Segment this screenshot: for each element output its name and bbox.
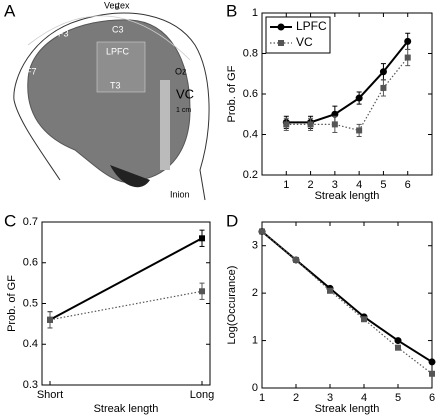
y-axis-label: Log(Occurance) [226,266,238,345]
diagram-label: Inion [170,189,190,199]
x-tick-label: 6 [405,179,411,191]
series-line [49,237,203,321]
y-tick-label: 0.4 [243,128,258,140]
diagram-label: 1 cm [176,107,191,114]
y-axis-label: Prob. of GF [6,275,18,332]
y-axis-label: Prob. of GF [226,65,238,122]
y-tick-label: 1 [252,7,258,19]
diagram-label: F3 [58,28,69,38]
point [307,121,314,128]
head-diagram: Vertex F3 C3 LPFC F7 T3 Oz VC 1 cm Inion [13,0,210,201]
point [379,68,387,76]
x-tick-label: Long [190,389,214,401]
diagram-label: LPFC [106,46,130,56]
y-tick-label: 0.6 [243,88,258,100]
panel-letter: A [4,1,16,20]
series-line [286,40,409,124]
legend-label: LPFC [296,19,327,33]
y-tick-label: 0.2 [243,169,258,181]
point [283,121,290,128]
cerebellum [110,165,150,188]
point [395,344,401,351]
legend-box [265,16,331,54]
vc-region [160,80,170,170]
y-tick-label: 0.8 [243,47,258,59]
point [47,316,53,323]
y-tick-label: 0.4 [23,338,38,350]
point [355,94,363,102]
x-tick-label: 6 [429,392,435,404]
series-line [49,290,203,321]
point [404,54,411,61]
point [394,337,402,345]
point [259,228,265,235]
x-axis-label: Streak length [315,190,380,202]
x-tick-label: 4 [356,179,362,191]
electrode-line [27,15,191,61]
x-tick-label: 2 [308,179,314,191]
y-tick-label: 0.5 [23,297,38,309]
brain [27,19,191,184]
plot-frame [261,221,433,389]
point [331,121,338,128]
diagram-label: F7 [26,66,37,76]
panel-letter: C [4,211,16,230]
diagram-label: Vertex [104,0,130,10]
y-tick-label: 3 [252,240,258,252]
x-tick-label: 4 [361,392,367,404]
point [356,127,363,134]
x-tick-label: 1 [259,392,265,404]
y-tick-label: 0.7 [23,216,38,228]
point [293,256,299,263]
lpfc-region [96,41,146,93]
diagram-label: T3 [110,80,121,90]
y-tick-label: 1 [252,334,258,346]
legend-marker [278,40,284,46]
x-tick-label: 2 [293,392,299,404]
point [327,287,333,294]
diagram-label: Oz [175,66,187,76]
x-tick-label: 1 [283,179,289,191]
x-tick-label: Short [37,389,63,401]
point [428,358,436,366]
point [429,370,435,377]
x-axis-label: Streak length [315,403,380,415]
y-tick-label: 2 [252,287,258,299]
x-tick-label: 3 [327,392,333,404]
y-tick-label: 0 [252,382,258,394]
point [199,288,205,295]
diagram-label: VC [176,86,194,101]
x-axis-label: Streak length [94,403,159,415]
point [361,316,367,323]
x-tick-label: 5 [395,392,401,404]
electrode [115,6,119,10]
series-line [286,57,409,132]
y-tick-label: 0.3 [23,379,38,391]
x-tick-label: 3 [332,179,338,191]
panel-letter: D [226,211,238,230]
x-tick-label: 5 [380,179,386,191]
legend-marker [277,23,285,31]
series-line [261,230,433,363]
diagram-label: C3 [112,24,124,34]
legend-label: VC [296,35,313,49]
point [404,37,412,45]
y-tick-label: 0.6 [23,257,38,269]
head-outline [13,12,210,201]
point [199,235,205,242]
point [380,84,387,91]
series-line [261,231,433,375]
panel-letter: B [226,1,237,20]
